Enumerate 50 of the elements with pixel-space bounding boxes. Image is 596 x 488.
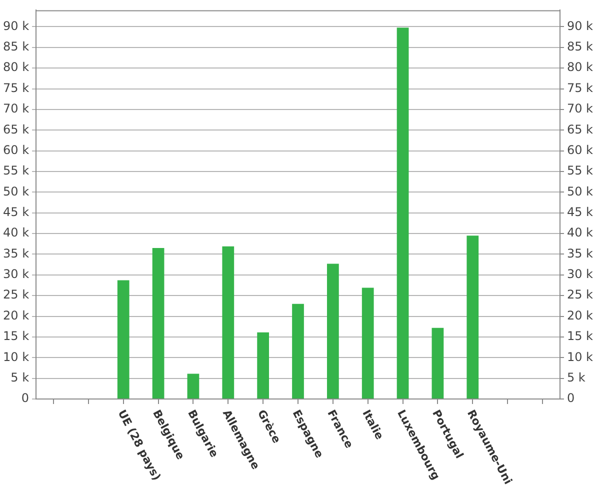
y-tick-label: 10 k bbox=[2, 350, 30, 364]
y-tick-label: 90 k bbox=[2, 18, 30, 33]
bar bbox=[222, 246, 234, 398]
bar bbox=[466, 236, 479, 398]
y-tick-label: 25 k bbox=[2, 288, 30, 302]
y2-tick-label: 85 k bbox=[566, 40, 594, 54]
y2-tick-label: 0 bbox=[566, 391, 575, 406]
bar bbox=[292, 304, 304, 398]
y2-tick-label: 70 k bbox=[566, 102, 594, 116]
bar bbox=[326, 264, 339, 398]
y2-tick-label: 80 k bbox=[566, 60, 594, 74]
y-tick-label: 5 k bbox=[10, 370, 30, 384]
y2-tick-label: 5 k bbox=[566, 370, 586, 384]
y2-tick-label: 55 k bbox=[566, 164, 594, 178]
x-tick-label: Italie bbox=[360, 408, 386, 442]
y2-tick-label: 25 k bbox=[566, 288, 594, 302]
bar bbox=[257, 332, 270, 398]
y2-tick-label: 35 k bbox=[566, 246, 594, 260]
bar bbox=[117, 280, 130, 398]
y-tick-label: 35 k bbox=[2, 246, 30, 260]
y2-tick-label: 60 k bbox=[566, 142, 594, 157]
y2-tick-label: 40 k bbox=[566, 226, 594, 240]
y-tick-label: 0 bbox=[21, 391, 30, 406]
y2-tick-label: 50 k bbox=[566, 184, 594, 198]
y2-tick-label: 10 k bbox=[566, 350, 594, 364]
y2-tick-label: 65 k bbox=[566, 122, 594, 136]
bar bbox=[362, 288, 374, 398]
y2-tick-label: 75 k bbox=[566, 80, 594, 95]
y-tick-label: 15 k bbox=[2, 329, 30, 344]
y-tick-label: 70 k bbox=[2, 102, 30, 116]
bar bbox=[432, 328, 444, 398]
bar bbox=[396, 28, 409, 398]
y-tick-label: 65 k bbox=[2, 122, 30, 136]
y2-tick-label: 20 k bbox=[566, 308, 594, 322]
y-tick-label: 50 k bbox=[2, 184, 30, 198]
y-tick-label: 45 k bbox=[2, 204, 30, 219]
y-tick-label: 20 k bbox=[2, 308, 30, 322]
y-tick-label: 85 k bbox=[2, 40, 30, 54]
y2-tick-label: 45 k bbox=[566, 204, 594, 219]
bar bbox=[152, 248, 164, 398]
y-tick-label: 40 k bbox=[2, 226, 30, 240]
y-tick-label: 80 k bbox=[2, 60, 30, 74]
y-tick-label: 55 k bbox=[2, 164, 30, 178]
y2-tick-label: 90 k bbox=[566, 18, 594, 33]
y2-tick-label: 15 k bbox=[566, 329, 594, 344]
y-tick-label: 60 k bbox=[2, 142, 30, 157]
y2-tick-label: 30 k bbox=[566, 267, 594, 282]
y-tick-label: 75 k bbox=[2, 80, 30, 95]
bar bbox=[187, 374, 200, 398]
y-tick-label: 30 k bbox=[2, 267, 30, 282]
